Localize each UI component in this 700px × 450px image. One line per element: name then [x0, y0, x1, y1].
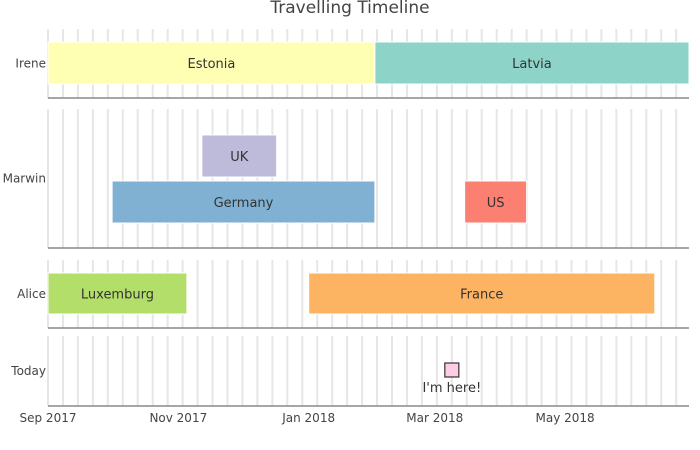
bar-label: Latvia [512, 57, 552, 72]
marker-label: I'm here! [422, 381, 481, 396]
x-tick-label: Nov 2017 [149, 411, 207, 425]
bar-rect[interactable] [374, 41, 690, 85]
row-panel-alice: Alice Luxemburg France [17, 260, 689, 329]
bar-estonia[interactable]: Estonia [47, 41, 376, 85]
bar-label: Germany [214, 196, 274, 211]
bar-label: Luxemburg [81, 288, 154, 303]
bar-france[interactable]: France [308, 272, 656, 315]
bar-rect[interactable] [111, 180, 376, 224]
row-label: Irene [15, 57, 46, 71]
bar-label: Estonia [188, 57, 236, 72]
marker-square[interactable] [444, 362, 460, 378]
x-tick-label: May 2018 [535, 411, 594, 425]
bar-rect[interactable] [464, 180, 528, 224]
bar-germany[interactable]: Germany [111, 180, 376, 224]
x-tick-label: Sep 2017 [20, 411, 77, 425]
row-panel-today: Today I'm here! [10, 336, 689, 407]
x-tick-label: Jan 2018 [281, 411, 335, 425]
row-label: Alice [17, 287, 46, 301]
bar-label: US [487, 196, 505, 211]
bar-label: UK [230, 150, 249, 165]
bar-latvia[interactable]: Latvia [374, 41, 690, 85]
bar-rect[interactable] [47, 272, 188, 315]
bar-uk[interactable]: UK [201, 134, 278, 178]
bar-label: France [460, 288, 503, 303]
row-label: Today [10, 364, 46, 378]
bar-us[interactable]: US [464, 180, 528, 224]
bar-rect[interactable] [201, 134, 278, 178]
row-panel-irene: Irene Estonia Latvia [15, 29, 690, 99]
bar-rect[interactable] [308, 272, 656, 315]
row-panel-marwin: Marwin UK Germany US [3, 109, 689, 249]
x-tick-label: Mar 2018 [406, 411, 463, 425]
chart-title: Travelling Timeline [269, 0, 429, 18]
row-label: Marwin [3, 172, 46, 186]
bar-rect[interactable] [47, 41, 376, 85]
today-marker[interactable]: I'm here! [422, 362, 481, 396]
bar-luxemburg[interactable]: Luxemburg [47, 272, 188, 315]
